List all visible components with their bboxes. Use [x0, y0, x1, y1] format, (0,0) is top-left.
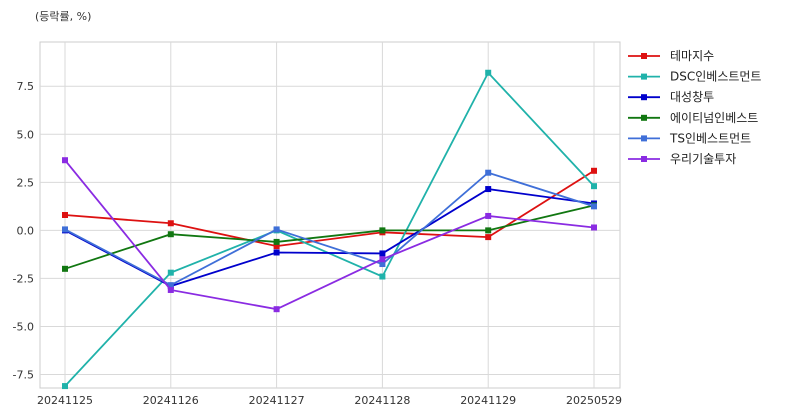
legend-label: TS인베스트먼트: [669, 131, 751, 145]
x-tick-label: 20241125: [37, 394, 93, 407]
data-point: [485, 186, 492, 193]
y-tick-label: 5.0: [17, 128, 35, 141]
y-tick-label: 2.5: [17, 176, 35, 189]
data-point: [167, 282, 174, 289]
x-tick-label: 20241129: [460, 394, 516, 407]
data-point: [591, 203, 597, 210]
series-layer: [62, 69, 597, 390]
data-point: [167, 269, 174, 276]
series-line: [64, 204, 595, 270]
data-point: [167, 231, 174, 238]
series-group: [62, 157, 597, 313]
data-point: [62, 157, 68, 164]
data-point: [62, 383, 68, 390]
data-point: [62, 265, 68, 272]
series-line: [64, 171, 595, 287]
y-tick-label: -7.5: [13, 369, 34, 382]
data-point: [379, 256, 386, 263]
legend-label: 에이티넘인베스트: [670, 111, 758, 125]
data-point: [273, 243, 280, 250]
legend-marker: [641, 156, 647, 162]
data-point: [273, 249, 280, 256]
data-point: [485, 212, 492, 219]
legend-marker: [641, 114, 647, 121]
data-point: [591, 167, 597, 174]
x-tick-label: 20241126: [143, 394, 199, 407]
legend-item: 우리기술투자: [628, 152, 736, 166]
plot-area: [39, 41, 621, 389]
data-point: [379, 250, 386, 257]
legend-marker: [641, 73, 647, 80]
legend-marker: [641, 94, 647, 101]
legend-item: TS인베스트먼트: [628, 131, 751, 145]
data-point: [379, 261, 386, 268]
data-point: [273, 226, 280, 233]
x-tick-label: 20241127: [249, 394, 305, 407]
unit-label: (등락률, %): [35, 10, 91, 23]
data-point: [591, 224, 597, 231]
data-point: [485, 169, 492, 176]
data-point: [62, 226, 68, 233]
data-point: [485, 69, 492, 76]
y-tick-label: -2.5: [13, 272, 34, 285]
data-point: [379, 227, 386, 234]
x-axis: 20241125 20241126 20241127 20241128 20241129…: [37, 394, 622, 407]
data-point: [379, 273, 386, 280]
data-point: [485, 234, 492, 241]
x-tick-label: 20241128: [354, 394, 410, 407]
legend-item: 에이티넘인베스트: [628, 111, 758, 125]
legend-item: 테마지수: [628, 49, 714, 63]
y-tick-label: 0.0: [17, 224, 35, 237]
series-group: [62, 169, 597, 289]
y-axis: 7.5 5.0 2.5 0.0 -2.5 -5.0 -7.5: [13, 80, 34, 381]
legend-label: 대성창투: [670, 90, 714, 104]
data-point: [273, 306, 280, 313]
legend-marker: [641, 135, 647, 142]
y-tick-label: -5.0: [13, 320, 34, 333]
data-point: [167, 286, 174, 293]
legend-label: 테마지수: [670, 49, 714, 63]
data-point: [485, 227, 492, 234]
series-line: [64, 159, 595, 311]
legend-item: DSC인베스트먼트: [628, 70, 761, 84]
data-point: [273, 238, 280, 245]
legend-marker: [641, 53, 647, 59]
x-tick-label: 20250529: [566, 394, 622, 407]
legend-label: DSC인베스트먼트: [670, 70, 761, 84]
data-point: [167, 220, 174, 227]
y-tick-label: 7.5: [17, 80, 35, 93]
legend-label: 우리기술투자: [670, 152, 736, 166]
data-point: [62, 212, 68, 218]
data-point: [591, 183, 597, 190]
legend-item: 대성창투: [628, 90, 714, 104]
